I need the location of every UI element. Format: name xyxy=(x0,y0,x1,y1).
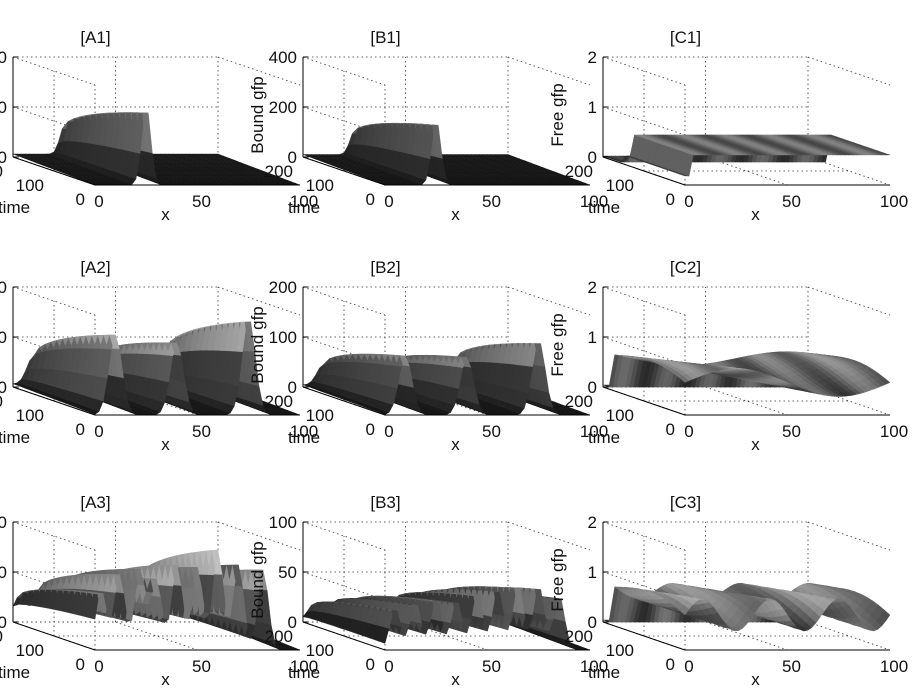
z-tick-label: 200 xyxy=(269,278,297,297)
time-axis-label: time xyxy=(288,198,320,217)
x-tick-label: 0 xyxy=(94,192,103,211)
time-tick-label: 0 xyxy=(666,420,675,439)
z-axis-label: Free gfp xyxy=(548,313,567,376)
surface-C2 xyxy=(602,351,891,397)
x-axis-label: x xyxy=(451,205,460,224)
time-tick-label: 0 xyxy=(666,190,675,209)
grid-line xyxy=(507,286,591,316)
panel-title: [A1] xyxy=(80,28,110,47)
time-tick-label: 200 xyxy=(565,162,593,181)
time-tick-label: 200 xyxy=(565,392,593,411)
time-axis-label: time xyxy=(588,198,620,217)
time-axis-label: time xyxy=(0,198,30,217)
time-tick-label: 100 xyxy=(16,406,44,425)
z-axis-label: Bound gfp xyxy=(248,306,267,384)
time-tick-label: 100 xyxy=(606,176,634,195)
z-tick-label: 100 xyxy=(0,98,7,117)
x-tick-label: 0 xyxy=(94,422,103,441)
z-axis-label: Bound gfp xyxy=(248,76,267,154)
x-tick-label: 100 xyxy=(880,192,908,211)
x-tick-label: 50 xyxy=(482,422,501,441)
z-tick-label: 100 xyxy=(269,328,297,347)
grid-line xyxy=(12,56,96,86)
surface-B2 xyxy=(302,343,591,416)
x-tick-label: 0 xyxy=(684,192,693,211)
time-tick-label: 200 xyxy=(0,162,3,181)
x-axis-label: x xyxy=(751,205,760,224)
z-tick-label: 50 xyxy=(0,328,7,347)
panel-title: [A2] xyxy=(80,258,110,277)
surface-B1 xyxy=(302,122,591,186)
time-tick-label: 100 xyxy=(606,406,634,425)
z-tick-label: 200 xyxy=(0,48,7,67)
z-tick-label: 100 xyxy=(0,278,7,297)
time-tick-label: 0 xyxy=(76,190,85,209)
time-tick-label: 100 xyxy=(306,176,334,195)
x-tick-label: 0 xyxy=(384,192,393,211)
z-tick-label: 1 xyxy=(588,328,597,347)
time-tick-label: 100 xyxy=(16,176,44,195)
x-axis-label: x xyxy=(451,435,460,454)
z-tick-label: 1 xyxy=(588,98,597,117)
chart-panel-A1: 01002000100200050100Cellstimex[A1] xyxy=(0,28,318,224)
x-tick-label: 50 xyxy=(192,422,211,441)
z-axis-label: Free gfp xyxy=(548,83,567,146)
x-tick-label: 100 xyxy=(880,422,908,441)
x-tick-label: 0 xyxy=(384,422,393,441)
grid-line xyxy=(217,56,301,86)
time-axis-label: time xyxy=(588,428,620,447)
time-tick-label: 0 xyxy=(76,420,85,439)
z-tick-label: 200 xyxy=(269,98,297,117)
x-tick-label: 50 xyxy=(482,192,501,211)
time-tick-label: 0 xyxy=(366,190,375,209)
panel-title: [C1] xyxy=(670,28,701,47)
x-axis-label: x xyxy=(161,435,170,454)
x-axis-label: x xyxy=(751,435,760,454)
surface-C1 xyxy=(602,134,891,177)
x-tick-label: 50 xyxy=(782,422,801,441)
surface-A1 xyxy=(12,112,301,186)
grid-line xyxy=(807,56,891,86)
time-tick-label: 0 xyxy=(366,420,375,439)
x-tick-label: 50 xyxy=(192,192,211,211)
grid-line xyxy=(507,56,591,86)
z-tick-label: 2 xyxy=(588,48,597,67)
x-axis-label: x xyxy=(161,205,170,224)
z-tick-label: 400 xyxy=(269,48,297,67)
x-tick-label: 0 xyxy=(684,422,693,441)
time-axis-label: time xyxy=(288,428,320,447)
panel-title: [C2] xyxy=(670,258,701,277)
time-tick-label: 200 xyxy=(0,392,3,411)
x-tick-label: 50 xyxy=(782,192,801,211)
time-axis-label: time xyxy=(0,428,30,447)
time-tick-label: 100 xyxy=(306,406,334,425)
z-tick-label: 2 xyxy=(588,278,597,297)
panel-title: [B1] xyxy=(370,28,400,47)
time-tick-label: 200 xyxy=(265,392,293,411)
panel-title: [B2] xyxy=(370,258,400,277)
grid-line xyxy=(807,286,891,316)
time-tick-label: 200 xyxy=(265,162,293,181)
